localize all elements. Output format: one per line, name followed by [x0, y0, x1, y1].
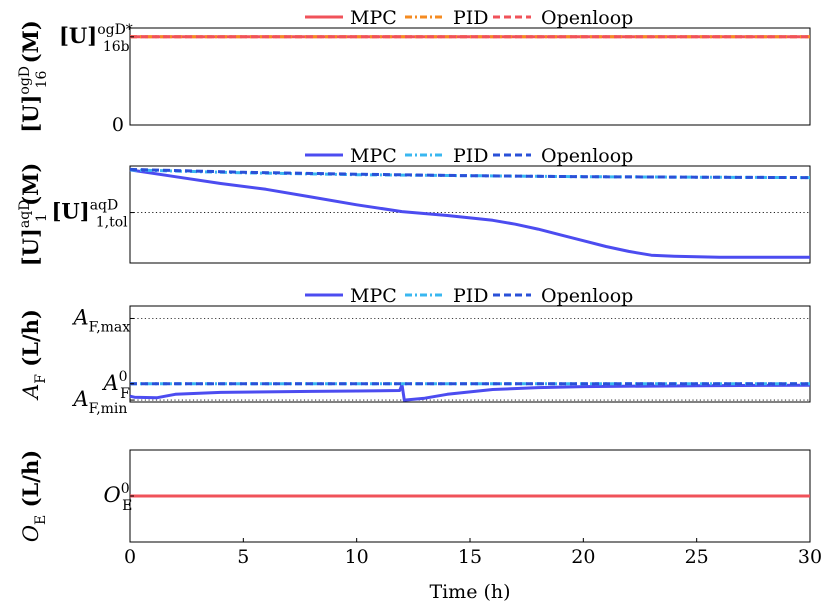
plot-frame — [129, 165, 811, 264]
x-tick-label-1: 0 — [124, 546, 136, 568]
legend: MPC PID Openloop — [305, 285, 633, 307]
y-axis-label: [U]aqD1 (M) — [17, 163, 50, 267]
chart-panel-3: AF,max A0 FAF,min AF (L/h) MPC PID Openloop — [18, 285, 811, 417]
x-tick-label-4: 15 — [458, 546, 482, 568]
chart-panel-4: O0 E OE (L/h) 0 5 10 15 20 25 30 Time (h) — [18, 449, 822, 603]
x-tick-label-5: 20 — [571, 546, 595, 568]
y-tick-label-1: [U]ogD* 16b — [59, 22, 133, 55]
legend-label-pid: PID — [453, 145, 489, 167]
legend-label-mpc: MPC — [350, 7, 397, 29]
chart-panel-1: [U]ogD* 16b 0 [U]ogD16 (M) MPC PID Openloop — [17, 7, 811, 136]
y-tick-label-3: AF,min — [72, 387, 128, 417]
plot-frame — [129, 27, 811, 126]
legend-label-pid: PID — [453, 7, 489, 29]
y-tick-label-1: [U]aqD 1,tol — [52, 198, 129, 231]
y-axis-label: [U]ogD16 (M) — [17, 20, 50, 133]
series-line-openloop — [129, 167, 811, 180]
legend-label-mpc: MPC — [350, 145, 397, 167]
y-tick-label-2: 0 — [112, 114, 124, 136]
series-line-mpc — [129, 383, 811, 402]
legend-label-pid: PID — [453, 285, 489, 307]
y-tick-label-2: A0 F — [102, 369, 131, 402]
legend-label-openloop: Openloop — [541, 145, 633, 167]
legend-label-openloop: Openloop — [541, 7, 633, 29]
y-axis-label: AF (L/h) — [18, 309, 49, 401]
y-tick-label-1: O0 E — [104, 481, 133, 514]
legend-label-openloop: Openloop — [541, 285, 633, 307]
plot-frame — [129, 305, 811, 403]
y-tick-label-1: AF,max — [72, 305, 131, 335]
x-axis-label: Time (h) — [429, 581, 510, 603]
chart-panel-2: [U]aqD 1,tol[U]aqD1 (M) MPC PID Openloop — [17, 145, 811, 267]
x-tick-label-7: 30 — [798, 546, 822, 568]
legend: MPC PID Openloop — [305, 145, 633, 167]
legend-label-mpc: MPC — [350, 285, 397, 307]
x-tick-label-6: 25 — [685, 546, 709, 568]
series-line-mpc — [129, 168, 810, 259]
x-tick-label-3: 10 — [345, 546, 369, 568]
x-tick-label-2: 5 — [237, 546, 249, 568]
y-axis-label: OE (L/h) — [18, 450, 49, 542]
legend: MPC PID Openloop — [305, 7, 633, 29]
